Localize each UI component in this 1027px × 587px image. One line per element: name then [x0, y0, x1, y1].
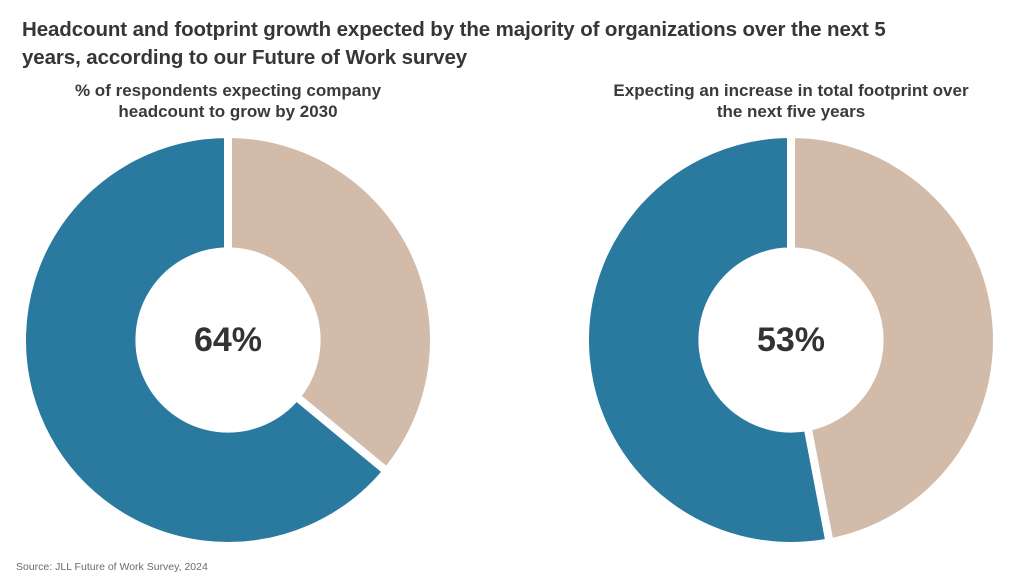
donut-slice-expecting-increase [581, 130, 835, 550]
donut-slice-expecting-growth [18, 130, 393, 550]
donut-footprint-chart-area: 53% [581, 130, 1001, 550]
chart-title: Headcount and footprint growth expected … [22, 17, 886, 70]
donut-slice-remainder [787, 130, 1001, 548]
donut-headcount-chart-area: 64% [18, 130, 438, 550]
donut-slice-remainder [224, 130, 438, 477]
donut-chart-footprint [581, 130, 1001, 550]
donut-block-footprint: Expecting an increase in total footprint… [581, 80, 1001, 550]
donut-block-headcount: % of respondents expecting company headc… [18, 80, 438, 550]
donut-headcount-subtitle: % of respondents expecting company headc… [74, 81, 382, 122]
donut-footprint-subtitle: Expecting an increase in total footprint… [613, 81, 969, 122]
source-note: Source: JLL Future of Work Survey, 2024 [16, 561, 208, 573]
donut-chart-headcount [18, 130, 438, 550]
